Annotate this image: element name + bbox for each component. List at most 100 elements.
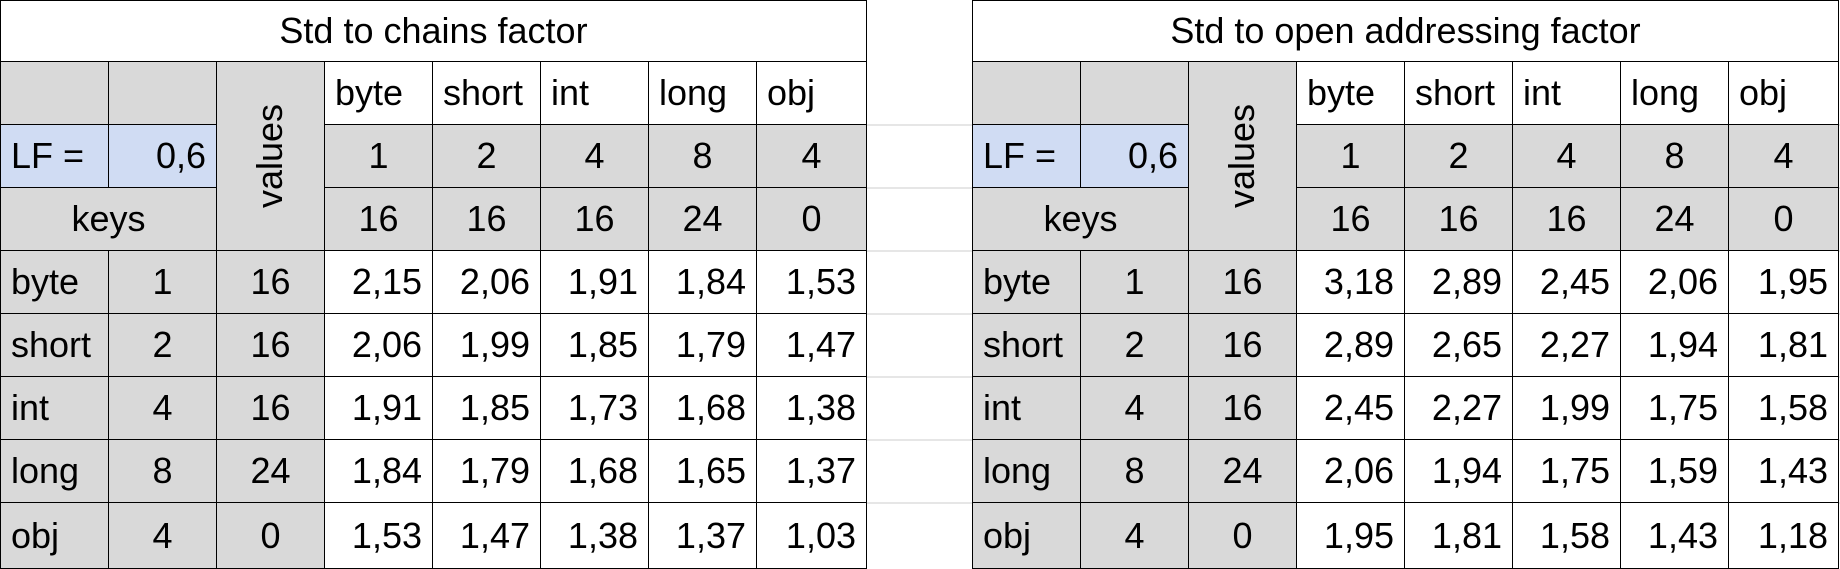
row-overhead-label: 0 [216, 502, 325, 569]
column-size-header: 1 [1296, 124, 1405, 188]
factor-value-cell[interactable]: 1,38 [756, 376, 867, 440]
factor-value-cell[interactable]: 2,27 [1512, 313, 1621, 377]
column-overhead-header: 16 [1404, 187, 1513, 251]
factor-value-cell[interactable]: 1,75 [1620, 376, 1729, 440]
column-type-header: int [540, 61, 649, 125]
factor-value-cell[interactable]: 2,15 [324, 250, 433, 314]
factor-value-cell[interactable]: 1,79 [432, 439, 541, 503]
factor-value-cell[interactable]: 1,99 [432, 313, 541, 377]
row-type-label: int [972, 376, 1081, 440]
factor-value-cell[interactable]: 1,03 [756, 502, 867, 569]
sheet-gridline [0, 313, 1840, 315]
factor-value-cell[interactable]: 1,43 [1728, 439, 1839, 503]
factor-value-cell[interactable]: 1,38 [540, 502, 649, 569]
factor-value-cell[interactable]: 1,85 [540, 313, 649, 377]
factor-value-cell[interactable]: 1,79 [648, 313, 757, 377]
header-corner-blank [972, 61, 1081, 125]
factor-value-cell[interactable]: 1,81 [1404, 502, 1513, 569]
factor-value-cell[interactable]: 1,43 [1620, 502, 1729, 569]
header-corner-blank [108, 61, 217, 125]
sheet-gridline [0, 376, 1840, 378]
row-type-label: short [972, 313, 1081, 377]
lf-value-input[interactable]: 0,6 [108, 124, 217, 188]
row-overhead-label: 24 [216, 439, 325, 503]
column-size-header: 8 [648, 124, 757, 188]
row-type-label: byte [0, 250, 109, 314]
factor-value-cell[interactable]: 2,45 [1296, 376, 1405, 440]
factor-value-cell[interactable]: 1,81 [1728, 313, 1839, 377]
row-type-label: short [0, 313, 109, 377]
factor-value-cell[interactable]: 2,27 [1404, 376, 1513, 440]
factor-value-cell[interactable]: 1,91 [540, 250, 649, 314]
factor-value-cell[interactable]: 1,18 [1728, 502, 1839, 569]
column-size-header: 1 [324, 124, 433, 188]
column-type-header: short [432, 61, 541, 125]
factor-value-cell[interactable]: 1,59 [1620, 439, 1729, 503]
factor-value-cell[interactable]: 2,65 [1404, 313, 1513, 377]
column-overhead-header: 16 [432, 187, 541, 251]
factor-value-cell[interactable]: 1,75 [1512, 439, 1621, 503]
factor-value-cell[interactable]: 2,06 [1620, 250, 1729, 314]
factor-value-cell[interactable]: 1,84 [324, 439, 433, 503]
factor-value-cell[interactable]: 2,06 [1296, 439, 1405, 503]
column-size-header: 4 [756, 124, 867, 188]
factor-value-cell[interactable]: 1,58 [1728, 376, 1839, 440]
factor-value-cell[interactable]: 1,85 [432, 376, 541, 440]
factor-value-cell[interactable]: 1,99 [1512, 376, 1621, 440]
factor-value-cell[interactable]: 1,37 [756, 439, 867, 503]
sheet-gridline [0, 439, 1840, 441]
column-size-header: 8 [1620, 124, 1729, 188]
factor-value-cell[interactable]: 1,91 [324, 376, 433, 440]
lf-value-input[interactable]: 0,6 [1080, 124, 1189, 188]
chains-factor-table: Std to chains factor values byte short int lo… [0, 0, 868, 569]
column-overhead-header: 0 [756, 187, 867, 251]
column-size-header: 4 [540, 124, 649, 188]
row-overhead-label: 16 [216, 313, 325, 377]
factor-value-cell[interactable]: 3,18 [1296, 250, 1405, 314]
factor-value-cell[interactable]: 1,95 [1296, 502, 1405, 569]
values-header-cell: values [216, 61, 325, 251]
row-size-label: 8 [108, 439, 217, 503]
row-type-label: byte [972, 250, 1081, 314]
factor-value-cell[interactable]: 1,37 [648, 502, 757, 569]
row-type-label: long [972, 439, 1081, 503]
column-type-header: short [1404, 61, 1513, 125]
column-size-header: 2 [432, 124, 541, 188]
factor-value-cell[interactable]: 1,94 [1404, 439, 1513, 503]
column-type-header: byte [324, 61, 433, 125]
row-overhead-label: 16 [1188, 313, 1297, 377]
factor-value-cell[interactable]: 1,53 [756, 250, 867, 314]
factor-value-cell[interactable]: 2,89 [1296, 313, 1405, 377]
factor-value-cell[interactable]: 1,65 [648, 439, 757, 503]
factor-value-cell[interactable]: 1,68 [540, 439, 649, 503]
factor-value-cell[interactable]: 2,06 [432, 250, 541, 314]
factor-value-cell[interactable]: 2,89 [1404, 250, 1513, 314]
header-corner-blank [0, 61, 109, 125]
factor-value-cell[interactable]: 1,68 [648, 376, 757, 440]
factor-value-cell[interactable]: 2,06 [324, 313, 433, 377]
row-type-label: obj [0, 502, 109, 569]
factor-value-cell[interactable]: 1,95 [1728, 250, 1839, 314]
table-title: Std to chains factor [0, 0, 867, 62]
factor-value-cell[interactable]: 1,47 [756, 313, 867, 377]
sheet-gridline [0, 250, 1840, 252]
column-type-header: obj [756, 61, 867, 125]
factor-value-cell[interactable]: 1,94 [1620, 313, 1729, 377]
factor-value-cell[interactable]: 1,47 [432, 502, 541, 569]
column-overhead-header: 16 [324, 187, 433, 251]
values-axis-label: values [1221, 103, 1263, 209]
row-size-label: 4 [108, 502, 217, 569]
row-size-label: 4 [1080, 502, 1189, 569]
factor-value-cell[interactable]: 2,45 [1512, 250, 1621, 314]
column-overhead-header: 24 [1620, 187, 1729, 251]
factor-value-cell[interactable]: 1,53 [324, 502, 433, 569]
values-axis-label: values [249, 103, 291, 209]
factor-value-cell[interactable]: 1,73 [540, 376, 649, 440]
factor-value-cell[interactable]: 1,84 [648, 250, 757, 314]
column-size-header: 4 [1512, 124, 1621, 188]
factor-value-cell[interactable]: 1,58 [1512, 502, 1621, 569]
lf-label: LF = [972, 124, 1081, 188]
column-type-header: int [1512, 61, 1621, 125]
column-type-header: long [1620, 61, 1729, 125]
row-size-label: 8 [1080, 439, 1189, 503]
